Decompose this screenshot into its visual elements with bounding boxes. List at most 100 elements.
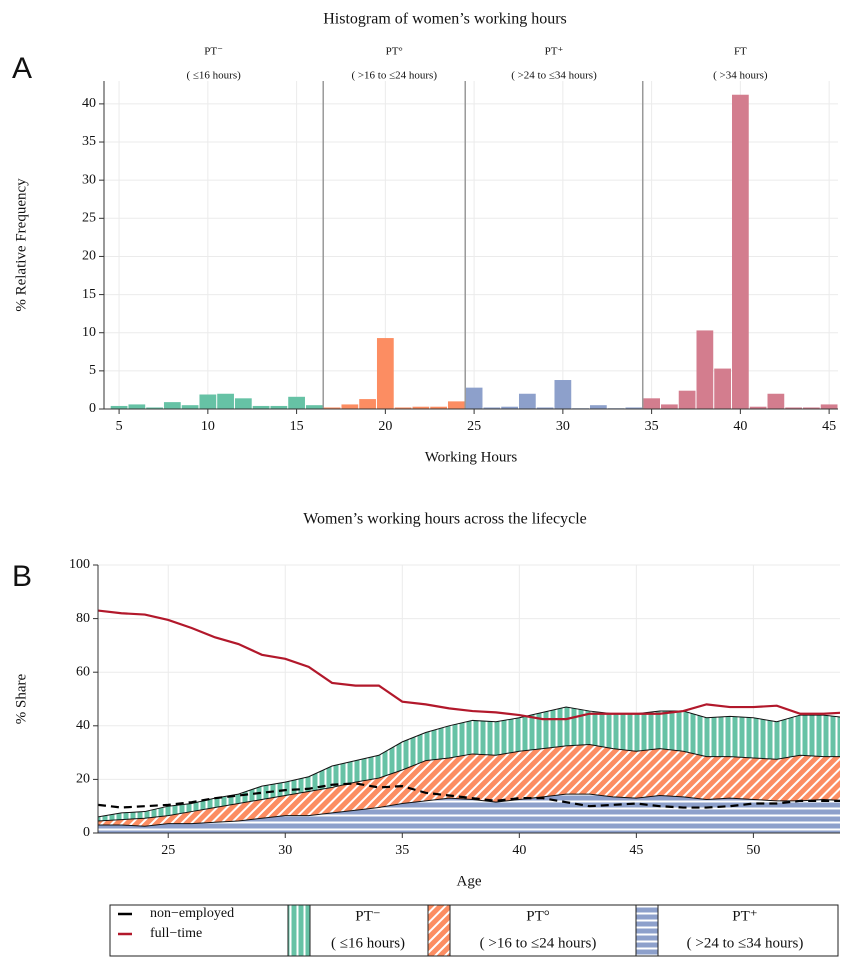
bar [483,407,501,409]
panel-label: A [12,52,32,85]
x-tick-label: 45 [822,419,836,434]
bar [128,404,146,409]
group-label: ( >16 to ≤24 hours) [351,70,437,82]
x-tick-label: 30 [556,419,570,434]
bar [199,394,217,409]
x-tick-label: 25 [467,419,481,434]
x-tick-label: 40 [733,419,747,434]
legend-swatch [635,904,659,957]
y-tick-label: 30 [82,172,96,187]
bar [589,405,607,409]
legend-label: PT⁻ [355,908,380,924]
group-label: ( ≤16 hours) [186,70,241,82]
bar [412,406,430,409]
bar [341,404,359,409]
bar [767,393,785,409]
group-label: ( >24 to ≤34 hours) [511,70,597,82]
y-tick-label: 0 [89,401,96,416]
bar [323,407,341,409]
y-tick-label: 40 [82,96,96,111]
x-tick-label: 35 [645,419,659,434]
bar [749,406,767,409]
bar [110,405,128,409]
plot-area [98,609,840,833]
group-name: PT° [386,46,403,58]
x-tick-label: 40 [512,843,526,858]
area [98,744,840,827]
line [98,782,840,809]
legend-sublabel: ( >16 to ≤24 hours) [480,935,597,951]
bar [234,398,252,409]
bar [625,407,643,409]
bar [430,406,447,409]
y-axis-label: % Share [13,673,29,724]
legend-label: non−employed [150,906,234,921]
x-axis-label: Age [457,873,482,889]
bar [376,338,394,409]
bar [252,405,270,409]
y-tick-label: 25 [82,211,96,226]
group-name: FT [734,46,747,58]
bar [518,393,536,409]
bar [536,407,554,409]
line [98,609,840,721]
legend-sublabel: ( ≤16 hours) [331,935,405,951]
y-tick-label: 10 [82,325,96,340]
x-tick-label: 45 [629,843,643,858]
y-tick-label: 20 [76,772,90,787]
area-outline [98,744,840,822]
area [98,794,840,833]
y-tick-label: 35 [82,134,96,149]
legend-label: PT⁺ [732,908,757,924]
bar [660,404,678,409]
y-tick-label: 15 [82,287,96,302]
y-tick-label: 100 [69,557,90,572]
x-axis-label: Working Hours [425,449,518,465]
bar [714,368,731,409]
x-tick-label: 20 [378,419,392,434]
bar [217,393,234,409]
x-tick-label: 50 [746,843,760,858]
y-tick-label: 5 [89,363,96,378]
bar [554,380,572,409]
x-tick-label: 5 [116,419,123,434]
bar [802,407,820,409]
y-tick-label: 60 [76,664,90,679]
legend-swatch [427,904,451,957]
bar [465,387,483,409]
bar [288,396,305,409]
bar [501,406,518,409]
bar [785,407,802,409]
legend-label: full−time [150,926,202,941]
bar [696,330,714,409]
legend-swatch [287,904,311,957]
legend [109,904,839,957]
group-name: PT⁻ [204,46,223,58]
chart-title: Women’s working hours across the lifecyc… [303,511,587,528]
group-label: ( >34 hours) [713,70,768,82]
x-tick-label: 25 [161,843,175,858]
bar [820,404,838,409]
x-tick-label: 35 [395,843,409,858]
bar [359,399,376,409]
area [98,707,840,821]
chart-title: Histogram of women’s working hours [323,11,567,28]
y-axis-label: % Relative Frequency [13,178,29,312]
bar [678,390,696,409]
bar [394,407,412,409]
y-tick-label: 20 [82,249,96,264]
y-tick-label: 80 [76,611,90,626]
bar [643,398,660,409]
bar [731,94,749,410]
legend-label: PT° [526,908,550,924]
bar [163,402,181,409]
x-tick-label: 15 [290,419,304,434]
legend-sublabel: ( >24 to ≤34 hours) [687,935,804,951]
bar [181,405,199,409]
y-tick-label: 40 [76,718,90,733]
x-tick-label: 10 [201,419,215,434]
bar [305,405,323,409]
bar [146,407,163,409]
area-outline [98,793,840,827]
